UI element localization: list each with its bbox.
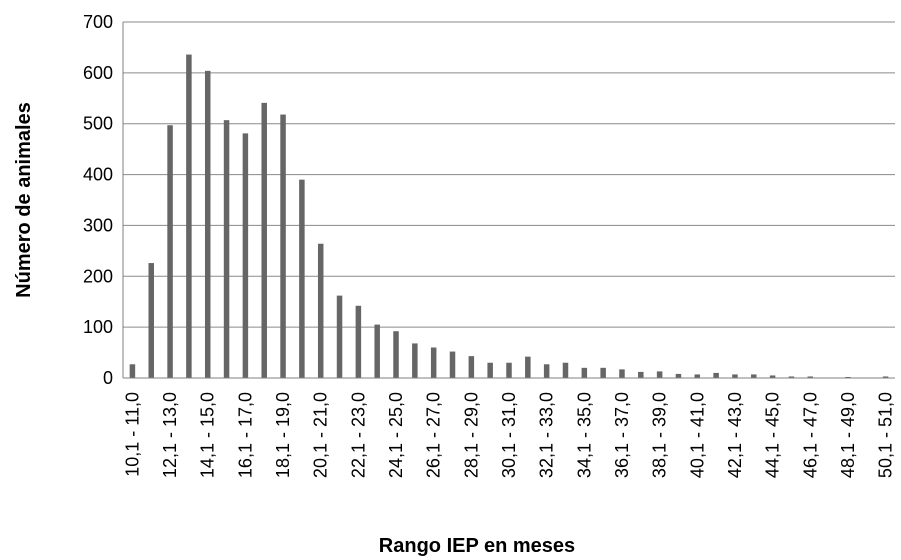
y-tick-label: 500 — [83, 114, 113, 134]
x-tick-label: 44,1 - 45,0 — [763, 392, 783, 478]
x-tick-label: 18,1 - 19,0 — [273, 392, 293, 478]
x-tick-label: 16,1 - 17,0 — [235, 392, 255, 478]
x-tick-label: 10,1 - 11,0 — [122, 392, 142, 477]
bar — [336, 295, 343, 378]
bar — [638, 371, 644, 378]
bar — [562, 362, 569, 378]
x-tick-label: 50,1 - 51,0 — [876, 392, 896, 478]
bar — [148, 263, 154, 378]
bar — [280, 114, 286, 378]
x-tick-label: 36,1 - 37,0 — [612, 392, 632, 478]
bar — [374, 324, 380, 378]
x-tick-label: 14,1 - 15,0 — [198, 392, 218, 478]
bar — [186, 54, 192, 379]
x-tick-label: 28,1 - 29,0 — [461, 392, 481, 478]
bar — [788, 376, 795, 378]
bar — [769, 375, 776, 378]
bar — [882, 376, 889, 378]
x-tick-label: 12,1 - 13,0 — [160, 392, 180, 478]
x-tick-label: 26,1 - 27,0 — [424, 392, 444, 478]
bar — [732, 374, 738, 378]
y-tick-label: 400 — [83, 165, 113, 185]
x-tick-label: 46,1 - 47,0 — [800, 392, 820, 478]
bar — [355, 305, 362, 378]
x-axis-title: Rango IEP en meses — [379, 535, 575, 557]
x-tick-label: 34,1 - 35,0 — [574, 392, 594, 478]
y-tick-label: 0 — [103, 368, 113, 388]
bar — [487, 362, 493, 378]
bar — [393, 331, 399, 378]
bar — [751, 374, 757, 378]
gridlines — [123, 21, 895, 328]
x-tick-labels: 10,1 - 11,0 12,1 - 13,0 14,1 - 15,0 16,1 - … — [122, 392, 895, 478]
bar — [656, 371, 663, 378]
bar — [299, 179, 305, 378]
bar — [129, 364, 136, 378]
bar — [807, 376, 814, 378]
y-tick-label: 300 — [83, 215, 113, 235]
x-tick-label: 32,1 - 33,0 — [537, 392, 557, 478]
bar — [449, 351, 456, 378]
x-tick-label: 40,1 - 41,0 — [687, 392, 707, 478]
bar — [581, 367, 588, 378]
bar — [713, 372, 719, 378]
bar — [223, 120, 230, 379]
bar — [619, 369, 625, 378]
y-tick-label: 600 — [83, 63, 113, 83]
y-tick-label: 200 — [83, 266, 113, 286]
y-axis-title: Número de animales — [13, 102, 35, 298]
bar — [242, 133, 249, 378]
x-tick-label: 42,1 - 43,0 — [725, 392, 745, 478]
bar — [468, 356, 475, 378]
bar — [430, 347, 437, 378]
bar — [261, 102, 267, 379]
bar — [845, 376, 851, 378]
bar — [167, 125, 173, 379]
bar — [204, 70, 211, 378]
bar — [543, 364, 550, 378]
y-tick-label: 700 — [83, 12, 113, 32]
bar — [317, 243, 324, 378]
bar — [694, 374, 701, 378]
x-tick-label: 22,1 - 23,0 — [348, 392, 368, 478]
y-tick-label: 100 — [83, 317, 113, 337]
bar — [675, 373, 682, 378]
x-tick-label: 20,1 - 21,0 — [311, 392, 331, 478]
x-tick-label: 38,1 - 39,0 — [650, 392, 670, 478]
bar — [600, 367, 606, 378]
bar — [412, 343, 418, 378]
bars — [129, 54, 889, 379]
x-tick-label: 48,1 - 49,0 — [838, 392, 858, 478]
bar — [506, 362, 512, 378]
bar — [525, 356, 531, 378]
x-tick-label: 24,1 - 25,0 — [386, 392, 406, 478]
x-tick-label: 30,1 - 31,0 — [499, 392, 519, 478]
y-tick-labels: 0 100 200 300 400 500 600 700 — [83, 12, 113, 388]
